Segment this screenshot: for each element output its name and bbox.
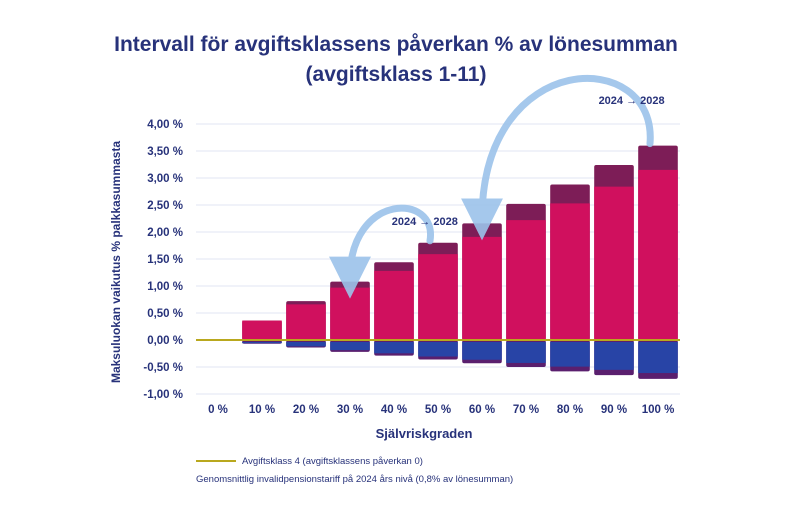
bar-positive-2024 [286,304,326,340]
annotation-arrow [329,204,434,299]
bar-negative-2024 [286,342,326,347]
y-tick-label: 2,00 % [147,227,183,239]
annotation-arrow [461,75,654,241]
x-axis-label: Självriskgraden [375,426,473,441]
x-tick-label: 40 % [381,404,407,416]
legend-line-label: Avgiftsklass 4 (avgiftsklassens påverkan… [242,456,423,467]
bar-positive-2024 [374,270,414,340]
y-tick-label: 1,00 % [147,281,183,293]
bar-positive-2024 [418,254,458,340]
bar-negative-2024 [418,342,458,357]
bar-negative-2024 [506,342,546,363]
y-tick-label: 4,00 % [147,119,183,131]
legend-note: Genomsnittlig invalidpensionstariff på 2… [196,474,514,485]
bar-negative-2024 [594,342,634,370]
x-tick-label: 100 % [642,404,675,416]
bar-negative-2024 [242,342,282,344]
x-tick-label: 10 % [249,404,275,416]
y-tick-label: 3,00 % [147,173,183,185]
x-tick-label: 30 % [337,404,363,416]
bar-positive-2024 [330,287,370,340]
legend-zero-line: Avgiftsklass 4 (avgiftsklassens påverkan… [196,456,423,467]
bar-positive-2024 [638,169,678,340]
chart-title-line1: Intervall för avgiftsklassens påverkan %… [114,33,678,56]
bar-positive-2024 [242,320,282,340]
y-tick-label: -1,00 % [143,389,183,401]
bar-positive-2024 [594,186,634,340]
y-tick-label: 3,50 % [147,146,183,158]
x-tick-label: 20 % [293,404,319,416]
annotation-label: 2024 → 2028 [392,216,458,228]
bar-positive-2024 [506,220,546,340]
bar-negative-2024 [330,342,370,351]
y-tick-label: -0,50 % [143,362,183,374]
x-tick-label: 90 % [601,404,627,416]
y-tick-label: 2,50 % [147,200,183,212]
bar-negative-2024 [638,342,678,374]
y-tick-label: 1,50 % [147,254,183,266]
x-tick-label: 80 % [557,404,583,416]
annotation-label: 2024 → 2028 [599,95,665,107]
x-tick-label: 70 % [513,404,539,416]
chart-title: Intervall för avgiftsklassens påverkan %… [0,30,792,90]
legend-line-swatch [196,460,236,463]
bar-negative-2024 [462,342,502,360]
bar-positive-2024 [550,203,590,340]
bar-negative-2024 [374,342,414,354]
bar-positive-2024 [462,236,502,340]
x-tick-label: 0 % [208,404,228,416]
x-tick-label: 50 % [425,404,451,416]
bar-negative-2024 [550,342,590,367]
y-tick-label: 0,50 % [147,308,183,320]
x-tick-label: 60 % [469,404,495,416]
chart-title-line2: (avgiftsklass 1-11) [305,63,487,86]
y-tick-label: 0,00 % [147,335,183,347]
